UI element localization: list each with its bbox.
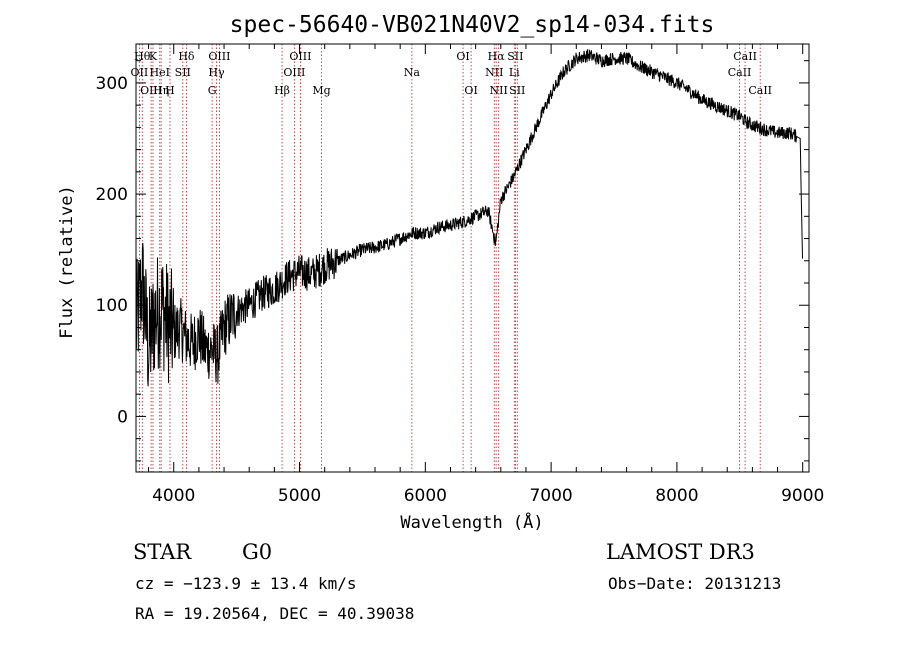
x-axis: 4000 5000 6000 7000 8000 9000 (148, 44, 824, 506)
marker-label: K (149, 50, 158, 63)
observation-date: Obs−Date: 20131213 (608, 574, 782, 593)
marker-label: HeI (150, 66, 170, 79)
survey-name: LAMOST DR3 (606, 540, 755, 564)
marker-label: Hη (153, 84, 169, 97)
marker-label: OI (464, 84, 477, 97)
marker-label: H (165, 84, 175, 97)
marker-label: SII (509, 84, 525, 97)
x-tick-label: 5000 (278, 486, 321, 506)
marker-label: OIII (208, 50, 230, 63)
x-tick-label: 8000 (655, 486, 698, 506)
marker-label: Hβ (274, 84, 290, 97)
series-line-flux (135, 49, 803, 387)
x-tick-label: 4000 (152, 486, 195, 506)
coordinates: RA = 19.20564, DEC = 40.39038 (135, 604, 415, 623)
marker-label: G (208, 84, 217, 97)
marker-label: OIII (289, 50, 311, 63)
marker-label: OIII (140, 84, 162, 97)
marker-label: SII (507, 50, 523, 63)
marker-label: OII (131, 66, 149, 79)
marker-label: Na (404, 66, 421, 79)
line-markers: Hθ OII OIII K HeI HηH Hδ SII Hγ OIII G Hβ OIII OIII Mg… (131, 44, 772, 472)
x-tick-label: 6000 (404, 486, 447, 506)
y-tick-label: 200 (96, 185, 128, 205)
subclass: G0 (242, 540, 273, 564)
marker-label: NII (490, 84, 508, 97)
y-axis: 0 100 200 300 (96, 60, 809, 462)
y-tick-label: 300 (96, 74, 128, 94)
marker-label: SII (175, 66, 191, 79)
marker-label: Hδ (178, 50, 195, 63)
marker-label: OIII (283, 66, 305, 79)
marker-label: CaII (728, 66, 752, 79)
marker-label: CaII (748, 84, 772, 97)
series-group (135, 49, 803, 387)
marker-label: Li (509, 66, 520, 79)
marker-label: Hγ (208, 66, 225, 79)
x-tick-label: 7000 (529, 486, 572, 506)
y-tick-label: 0 (117, 407, 128, 427)
x-axis-label: Wavelength (Å) (400, 511, 543, 533)
chart-title: spec-56640-VB021N40V2_sp14-034.fits (230, 12, 715, 38)
plot-frame (135, 43, 810, 473)
marker-label: OI (456, 50, 469, 63)
y-tick-label: 100 (96, 296, 128, 316)
object-class: STAR (133, 540, 192, 564)
marker-label: Hα (488, 50, 506, 63)
marker-label: Hθ (134, 50, 151, 63)
y-axis-label: Flux (relative) (57, 185, 77, 339)
marker-label: NII (485, 66, 503, 79)
marker-label: CaII (733, 50, 757, 63)
redshift-value: cz = −123.9 ± 13.4 km/s (135, 574, 357, 593)
marker-label: Mg (312, 84, 330, 97)
x-tick-label: 9000 (781, 486, 824, 506)
